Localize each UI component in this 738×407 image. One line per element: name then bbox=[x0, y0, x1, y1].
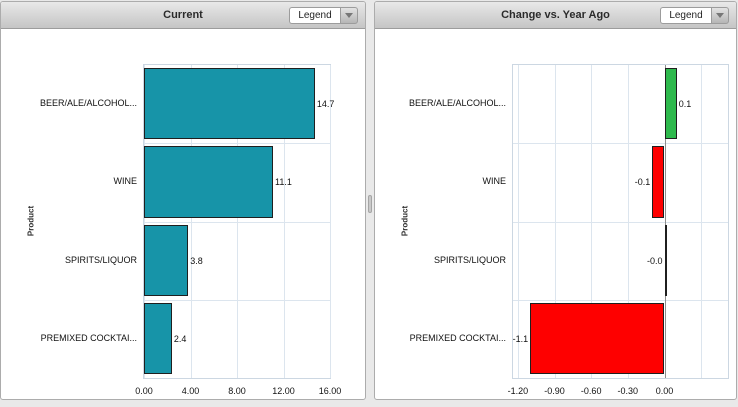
x-axis-tick-label: -0.60 bbox=[580, 386, 602, 396]
gridline bbox=[330, 65, 331, 378]
legend-dropdown[interactable]: Legend bbox=[660, 7, 729, 24]
category-label-premixed-cocktai: PREMIXED COCKTAI... bbox=[409, 332, 506, 343]
chart-area-change: Product 0.1 -0.1 -0.0 -1.1 -1.20 -0.90 -0.60 -0… bbox=[375, 30, 736, 396]
bar-wine[interactable] bbox=[652, 146, 665, 218]
category-label-wine: WINE bbox=[113, 176, 138, 187]
x-axis-tick-label: 8.00 bbox=[228, 386, 246, 396]
y-axis-title: Product bbox=[26, 205, 36, 236]
panel-title: Current bbox=[163, 9, 203, 21]
category-label-wine: WINE bbox=[482, 176, 507, 187]
gridline bbox=[144, 299, 330, 301]
gridline bbox=[144, 143, 330, 145]
x-axis-tick-label: -0.30 bbox=[617, 386, 639, 396]
plot-current: 14.7 11.1 3.8 2.4 0.00 4.00 8.00 12.00 16.00 bbox=[135, 64, 341, 396]
bar-beer-ale-alcohol[interactable] bbox=[664, 68, 677, 140]
value-label: 0.1 bbox=[678, 99, 692, 110]
chevron-down-icon[interactable] bbox=[711, 7, 729, 24]
plot-change: 0.1 -0.1 -0.0 -1.1 -1.20 -0.90 -0.60 -0.30 0.00 bbox=[508, 64, 729, 396]
value-label: 3.8 bbox=[190, 255, 203, 266]
value-label: -0.1 bbox=[634, 177, 651, 188]
gridline bbox=[513, 221, 728, 223]
panel-header-change: Change vs. Year Ago Legend bbox=[375, 2, 736, 29]
panel-splitter[interactable] bbox=[366, 1, 374, 400]
bar-spirits-liquor[interactable] bbox=[144, 224, 189, 296]
panel-current: Current Legend Product 14.7 11.1 3.8 2.4 0.0… bbox=[0, 1, 366, 400]
value-label: 2.4 bbox=[173, 333, 187, 344]
value-label: 11.1 bbox=[275, 177, 292, 188]
category-label-beer-ale-alcohol: BEER/ALE/ALCOHOL... bbox=[408, 98, 506, 109]
bar-premixed-cocktai[interactable] bbox=[144, 302, 172, 375]
gridline bbox=[513, 299, 728, 301]
chart-area-current: Product 14.7 11.1 3.8 2.4 0.00 4.00 8.00 12.00 1… bbox=[1, 30, 365, 396]
x-axis-tick-label: 4.00 bbox=[181, 386, 200, 396]
category-label-beer-ale-alcohol: BEER/ALE/ALCOHOL... bbox=[39, 98, 137, 109]
x-axis-tick-label: -0.90 bbox=[544, 386, 565, 396]
bar-beer-ale-alcohol[interactable] bbox=[144, 68, 315, 140]
value-label: 14.7 bbox=[316, 99, 335, 110]
x-axis-tick-label: 0.00 bbox=[135, 386, 153, 396]
category-label-premixed-cocktai: PREMIXED COCKTAI... bbox=[40, 332, 137, 343]
chevron-down-icon[interactable] bbox=[340, 7, 358, 24]
x-axis-tick-label: 12.00 bbox=[272, 386, 295, 396]
x-axis-tick-label: 16.00 bbox=[318, 386, 342, 396]
gridline bbox=[144, 221, 330, 223]
bar-spirits-liquor[interactable] bbox=[664, 224, 667, 296]
category-label-spirits-liquor: SPIRITS/LIQUOR bbox=[64, 254, 137, 265]
zero-axis-line bbox=[664, 65, 666, 378]
panel-header-current: Current Legend bbox=[1, 2, 365, 29]
y-axis-title: Product bbox=[400, 205, 410, 236]
x-axis-tick-label: -1.20 bbox=[507, 386, 529, 396]
panel-change-vs-year-ago: Change vs. Year Ago Legend Product 0.1 -0… bbox=[374, 1, 737, 400]
x-axis-tick-label: 0.00 bbox=[655, 386, 674, 396]
value-label: -0.0 bbox=[646, 255, 663, 266]
panel-title: Change vs. Year Ago bbox=[501, 9, 610, 21]
splitter-grip-icon[interactable] bbox=[368, 195, 372, 213]
bar-wine[interactable] bbox=[144, 146, 273, 218]
gridline bbox=[513, 143, 728, 145]
legend-dropdown[interactable]: Legend bbox=[289, 7, 358, 24]
category-label-spirits-liquor: SPIRITS/LIQUOR bbox=[433, 254, 506, 265]
bar-premixed-cocktai[interactable] bbox=[530, 302, 665, 375]
value-label: -1.1 bbox=[512, 333, 529, 344]
legend-label[interactable]: Legend bbox=[289, 7, 340, 24]
legend-label[interactable]: Legend bbox=[660, 7, 711, 24]
